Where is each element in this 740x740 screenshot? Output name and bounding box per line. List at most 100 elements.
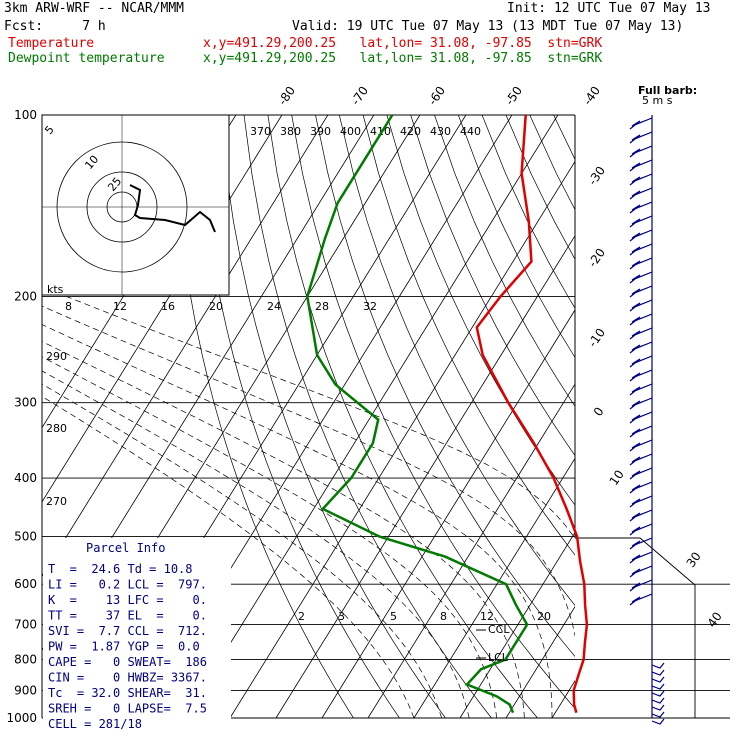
mixing-ratio-label: 5 [390, 610, 397, 623]
dry-adiabat [505, 115, 575, 260]
parcel-info-row: SREH = 0 LAPSE= 7.5 [48, 702, 207, 716]
isotherm-label: -80 [275, 84, 298, 108]
speed-axis-label: 20 [209, 300, 223, 313]
wind-barb [629, 425, 653, 438]
dewpoint-location: x,y=491.29,200.25 lat,lon= 31.08, -97.85… [203, 51, 603, 66]
isotherm-label-right: -10 [585, 326, 608, 350]
wind-barb [651, 711, 665, 718]
wind-barb [629, 187, 653, 200]
theta-label: 370 [250, 125, 271, 138]
wind-barb [651, 662, 665, 669]
wind-barb [629, 453, 653, 466]
wind-barb [629, 285, 653, 298]
wind-barb [629, 313, 653, 326]
wind-barb [651, 676, 665, 683]
wind-barb [651, 704, 665, 711]
isotherm [413, 457, 575, 718]
dry-adiabat [649, 115, 740, 718]
isotherm-label-right: 10 [607, 467, 627, 488]
parcel-info-row: K = 13 LFC = 0. [48, 593, 207, 607]
dry-adiabat [529, 115, 575, 211]
dry-adiabat [457, 115, 575, 358]
dry-adiabat [243, 115, 492, 718]
wind-barb [651, 683, 665, 690]
pressure-tick-label: 400 [14, 471, 37, 485]
wind-barb [629, 397, 653, 410]
theta-label: 400 [340, 125, 361, 138]
moist-adiabat [66, 296, 575, 540]
wind-barb [629, 593, 653, 606]
wind-barb [629, 509, 653, 522]
wind-barb [629, 523, 653, 536]
theta-label-left: 290 [46, 350, 67, 363]
isotherm-label-lower: 30 [684, 549, 704, 570]
isotherm [275, 234, 575, 718]
parcel-info-row: CAPE = 0 SWEAT= 186 [48, 655, 207, 669]
wind-barb [629, 243, 653, 256]
dewpoint-profile [306, 114, 529, 714]
pressure-tick-label: 500 [14, 529, 37, 543]
wind-barb [629, 131, 653, 144]
theta-label: 420 [400, 125, 421, 138]
dry-adiabat [601, 115, 740, 718]
isotherm-label: -70 [348, 84, 371, 108]
wind-barb [629, 145, 653, 158]
wind-barb [629, 215, 653, 228]
theta-label: 410 [370, 125, 391, 138]
wind-barb [629, 495, 653, 508]
pressure-tick-label: 600 [14, 577, 37, 591]
mixing-ratio-label: 20 [537, 610, 551, 623]
pressure-tick-label: 1000 [6, 711, 37, 725]
level-marker-label: CCL [488, 623, 510, 636]
barb-legend-units: 5 m s [642, 94, 673, 107]
dry-adiabat [267, 115, 538, 718]
mixing-ratio-label: 2 [298, 610, 305, 623]
forecast-hour: Fcst: 7 h [4, 19, 106, 34]
wind-barb [629, 439, 653, 452]
moist-adiabat [42, 396, 415, 718]
dry-adiabat [434, 115, 575, 407]
dewpoint-legend-label: Dewpoint temperature [8, 51, 165, 66]
wind-barb [629, 383, 653, 396]
isotherm [42, 115, 329, 577]
parcel-info-row: SVI = 7.7 CCL = 712. [48, 624, 207, 638]
lower-frame [575, 537, 696, 718]
wind-barb [629, 369, 653, 382]
speed-axis-label: 16 [161, 300, 175, 313]
dry-adiabat [291, 115, 575, 709]
isotherm [598, 115, 740, 718]
pressure-tick-label: 800 [14, 653, 37, 667]
isotherm-label: -40 [580, 84, 603, 108]
isotherm [183, 115, 559, 718]
wind-barbs [629, 115, 665, 725]
speed-axis-label: 8 [65, 300, 72, 313]
isotherm-label-right: 0 [591, 405, 607, 419]
isotherm-label-right: -20 [585, 246, 608, 270]
isotherm [644, 115, 740, 718]
pressure-tick-label: 700 [14, 618, 37, 632]
dry-adiabat [410, 115, 575, 457]
parcel-info-row: LI = 0.2 LCL = 797. [48, 578, 207, 592]
pressure-tick-label: 300 [14, 396, 37, 410]
parcel-info-row: CIN = 0 HWBZ= 3367. [48, 671, 207, 685]
wind-barb [629, 355, 653, 368]
temperature-legend-label: Temperature [8, 36, 95, 51]
hodograph-kts-label: kts [47, 283, 64, 296]
isotherm [321, 309, 575, 718]
hodograph [41, 114, 230, 296]
temperature-profile [475, 114, 589, 714]
wind-barb [629, 299, 653, 312]
barb-legend-title: Full barb: [638, 84, 697, 97]
wind-barb [629, 481, 653, 494]
wind-barb [629, 327, 653, 340]
model-title: 3km ARW-WRF -- NCAR/MMM [4, 1, 185, 16]
wind-barb [651, 669, 665, 676]
speed-axis-label: 28 [315, 300, 329, 313]
parcel-info-row: Tc = 32.0 SHEAR= 31. [48, 686, 207, 700]
speed-axis-label: 12 [113, 300, 127, 313]
speed-axis-label: 32 [363, 300, 377, 313]
parcel-info-row: CELL = 281/18 [48, 717, 142, 731]
wind-barb [629, 537, 653, 550]
theta-label: 430 [430, 125, 451, 138]
isotherm-label-lower: 40 [705, 609, 725, 630]
